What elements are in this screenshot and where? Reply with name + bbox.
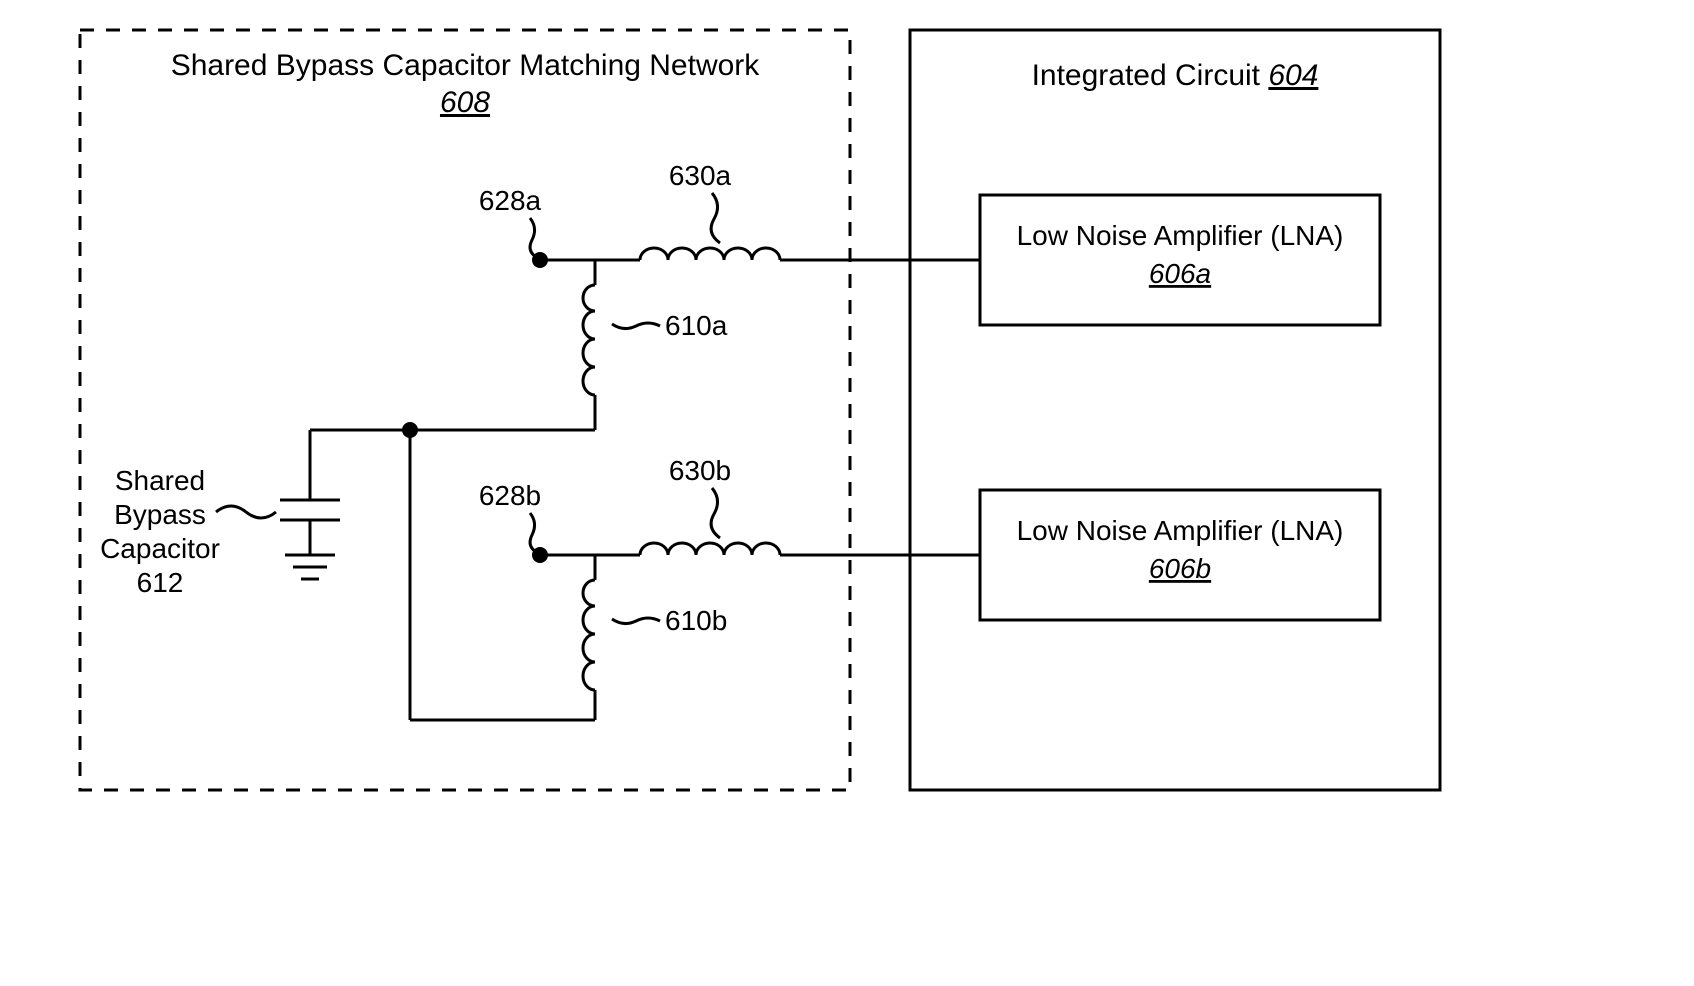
matching-network-title: Shared Bypass Capacitor Matching Network [171,49,761,82]
cap-label-4: 612 [137,567,184,598]
leader-630b [711,488,720,538]
inductor-630a-icon [640,248,780,260]
cap-leader [216,506,276,518]
label-628b: 628b [479,480,541,511]
lna-b-label: Low Noise Amplifier (LNA) [1017,515,1344,546]
cap-label-1: Shared [115,465,205,496]
label-610b: 610b [665,605,727,636]
leader-610a [612,323,660,329]
label-610a: 610a [665,310,728,341]
leader-628b [530,513,538,553]
matching-network-box [80,30,850,790]
label-630a: 630a [669,160,732,191]
label-628a: 628a [479,185,542,216]
leader-628a [530,218,538,258]
matching-network-ref: 608 [440,86,490,119]
cap-label-2: Bypass [114,499,206,530]
lna-a-label: Low Noise Amplifier (LNA) [1017,220,1344,251]
ic-box [910,30,1440,790]
cap-label-3: Capacitor [100,533,220,564]
leader-610b [612,618,660,624]
inductor-610a-icon [583,285,595,395]
inductor-610b-icon [583,580,595,690]
lna-a-ref: 606a [1149,258,1211,289]
label-630b: 630b [669,455,731,486]
circuit-diagram: Shared Bypass Capacitor Matching Network… [0,0,1694,986]
lna-b-ref: 606b [1149,553,1211,584]
leader-630a [711,193,720,243]
inductor-630b-icon [640,543,780,555]
ic-title: Integrated Circuit 604 [1032,59,1319,92]
